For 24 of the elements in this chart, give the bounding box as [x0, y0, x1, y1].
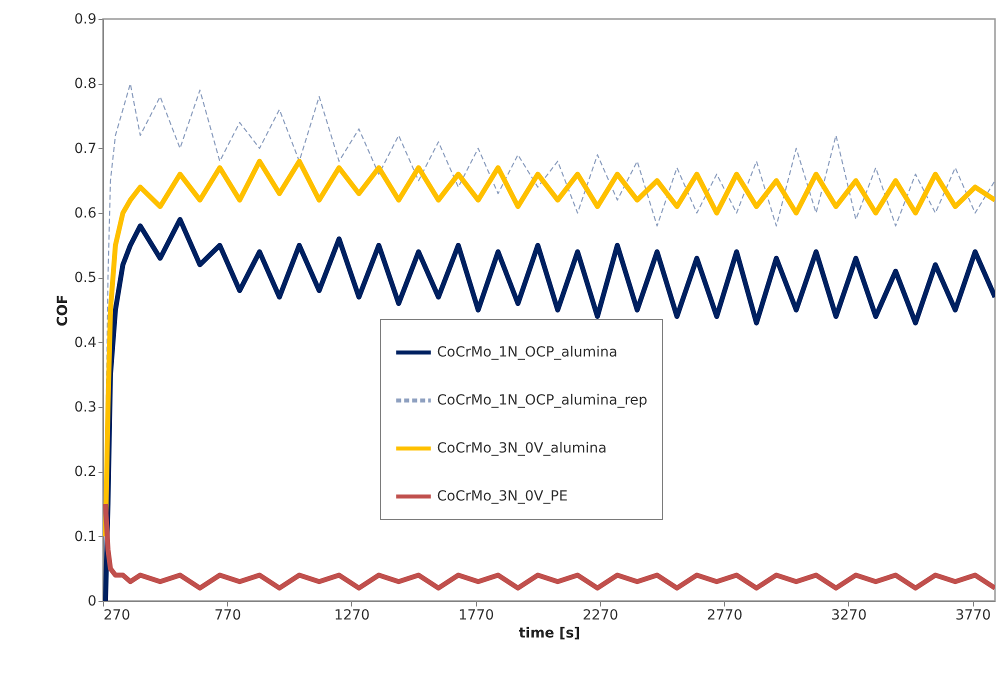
- y-tick-label: 0.7: [74, 140, 96, 157]
- legend-label: CoCrMo_1N_OCP_alumina: [437, 344, 618, 360]
- x-tick-label: 2770: [706, 608, 742, 624]
- x-tick-label: 1770: [458, 608, 494, 624]
- y-tick-label: 0.4: [74, 334, 97, 351]
- y-tick-label: 0.9: [74, 12, 96, 28]
- y-tick-label: 0: [88, 594, 96, 610]
- x-tick-label: 770: [214, 608, 242, 624]
- y-tick-label: 0.3: [74, 400, 96, 416]
- x-tick-label: 1270: [334, 608, 370, 624]
- x-tick-label: 3270: [831, 608, 867, 624]
- y-tick-label: 0.2: [74, 464, 96, 480]
- legend-label: CoCrMo_3N_0V_PE: [437, 488, 568, 504]
- y-tick-label: 0.6: [74, 206, 97, 222]
- y-tick-label: 0.5: [74, 270, 96, 286]
- y-axis-title: COF: [55, 294, 72, 326]
- x-tick-label: 270: [104, 608, 130, 624]
- y-tick-label: 0.1: [74, 528, 96, 545]
- x-axis-title: time [s]: [518, 626, 580, 642]
- legend-label: CoCrMo_3N_0V_alumina: [437, 440, 607, 456]
- y-tick-label: 0.8: [74, 76, 96, 92]
- x-tick-label: 3770: [955, 608, 991, 624]
- x-tick-label: 2270: [582, 608, 618, 624]
- legend-label: CoCrMo_1N_OCP_alumina_rep: [437, 392, 648, 408]
